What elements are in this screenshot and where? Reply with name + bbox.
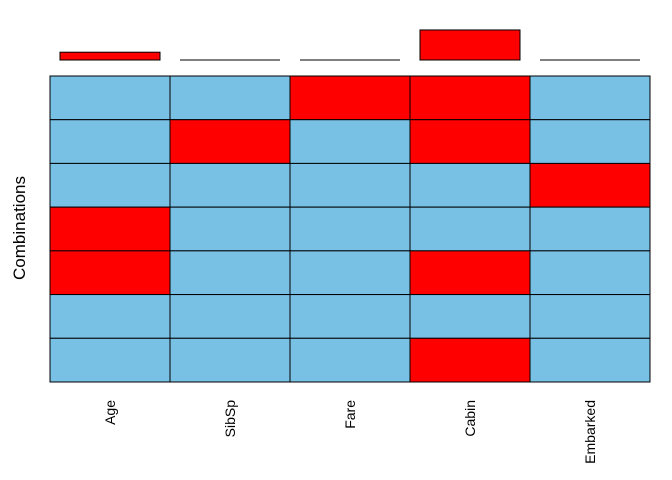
cell-r5-sibsp	[169, 250, 291, 296]
cell-r1-age	[49, 75, 171, 121]
cell-r5-cabin	[409, 250, 531, 296]
cell-r3-cabin	[409, 162, 531, 208]
tick-label-embarked: Embarked	[582, 400, 598, 464]
cell-r7-sibsp	[169, 337, 291, 383]
cell-r6-embarked	[529, 294, 651, 339]
cell-r6-sibsp	[169, 294, 291, 339]
cell-r6-age	[49, 294, 171, 339]
cell-r5-fare	[289, 250, 411, 296]
cell-r1-embarked	[529, 75, 651, 121]
cell-r7-fare	[289, 337, 411, 383]
cell-r5-embarked	[529, 250, 651, 296]
variable-tick-labels: Age SibSp Fare Cabin Embarked	[102, 400, 598, 464]
cell-r3-embarked	[529, 162, 651, 208]
cell-r4-fare	[289, 206, 411, 252]
cell-r7-embarked	[529, 337, 651, 383]
cell-r3-fare	[289, 162, 411, 208]
cell-r1-sibsp	[169, 75, 291, 121]
combination-grid	[49, 75, 651, 383]
cell-r2-cabin	[409, 119, 531, 164]
bar-age	[59, 51, 161, 61]
cell-r6-cabin	[409, 294, 531, 339]
cell-r3-sibsp	[169, 162, 291, 208]
cell-r2-fare	[289, 119, 411, 164]
cell-r1-fare	[289, 75, 411, 121]
cell-r2-sibsp	[169, 119, 291, 164]
tick-label-cabin: Cabin	[462, 400, 478, 437]
cell-r7-age	[49, 337, 171, 383]
cell-r4-sibsp	[169, 206, 291, 252]
y-axis-label: Combinations	[10, 176, 29, 280]
cell-r2-embarked	[529, 119, 651, 164]
cell-r4-embarked	[529, 206, 651, 252]
bar-cabin	[419, 29, 521, 61]
cell-r1-cabin	[409, 75, 531, 121]
cell-r4-cabin	[409, 206, 531, 252]
cell-r3-age	[49, 162, 171, 208]
tick-label-fare: Fare	[342, 400, 358, 429]
tick-label-sibsp: SibSp	[222, 400, 238, 438]
cell-r5-age	[49, 250, 171, 296]
cell-r6-fare	[289, 294, 411, 339]
cell-r7-cabin	[409, 337, 531, 383]
proportion-bars	[59, 29, 640, 61]
tick-label-age: Age	[102, 400, 118, 425]
cell-r4-age	[49, 206, 171, 252]
cell-r2-age	[49, 119, 171, 164]
